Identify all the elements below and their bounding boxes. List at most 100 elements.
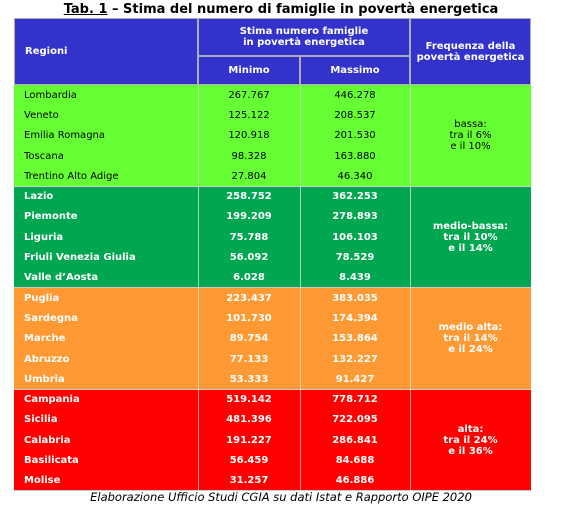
frequency-line: tra il 14%	[443, 333, 498, 345]
column-line	[198, 186, 199, 288]
frequency-line: e il 10%	[450, 141, 491, 153]
value-cell: 8.439	[339, 272, 371, 284]
value-cell: 481.396	[226, 414, 272, 426]
value-cell: 120.918	[228, 130, 270, 142]
header-estimate: Stima numero famiglie in povertà energeti…	[198, 18, 410, 56]
value-cell: 278.893	[332, 211, 378, 223]
value-cell: 53.333	[229, 373, 269, 385]
region-cell: Lombardia	[24, 89, 77, 101]
frequency-cell: alta: tra il 24% e il 36%	[410, 390, 531, 492]
value-cell: 163.880	[334, 150, 376, 162]
group-bg	[14, 85, 531, 187]
region-cell: Veneto	[24, 109, 59, 121]
value-cell: 56.092	[229, 252, 269, 264]
region-cell: Emilia Romagna	[24, 130, 106, 142]
region-cell: Valle d’Aosta	[24, 272, 99, 284]
column-line	[410, 288, 411, 390]
region-cell: Piemonte	[24, 211, 78, 223]
header-max: Massimo	[300, 56, 410, 85]
value-cell: 174.394	[332, 312, 378, 324]
value-cell: 77.133	[229, 353, 269, 365]
frequency-line: alta:	[457, 423, 484, 435]
value-cell: 223.437	[226, 292, 272, 304]
value-cell: 27.804	[231, 170, 267, 182]
column-line	[198, 85, 199, 187]
value-cell: 778.712	[332, 394, 378, 406]
region-cell: Friuli Venezia Giulia	[24, 252, 136, 264]
column-line	[198, 288, 199, 390]
frequency-cell: bassa: tra il 6% e il 10%	[410, 85, 531, 187]
frequency-line: e il 14%	[448, 242, 493, 254]
group-bg	[14, 186, 531, 288]
column-line	[300, 389, 301, 491]
value-cell: 519.142	[226, 394, 272, 406]
value-cell: 191.227	[226, 434, 272, 446]
region-cell: Basilicata	[24, 455, 79, 467]
region-cell: Lazio	[24, 191, 54, 203]
column-line	[410, 85, 411, 187]
region-cell: Campania	[24, 394, 80, 406]
value-cell: 446.278	[334, 89, 376, 101]
frequency-line: bassa:	[454, 119, 487, 131]
value-cell: 722.095	[332, 414, 378, 426]
frequency-cell: medio-bassa: tra il 10% e il 14%	[410, 187, 531, 289]
column-line	[300, 186, 301, 288]
frequency-line: tra il 24%	[443, 434, 498, 446]
region-cell: Calabria	[24, 434, 71, 446]
frequency-cell: medio alta: tra il 14% e il 24%	[410, 288, 531, 390]
frequency-line: e il 36%	[448, 445, 493, 457]
column-line	[198, 389, 199, 491]
column-line	[300, 288, 301, 390]
value-cell: 286.841	[332, 434, 378, 446]
footer: Elaborazione Ufficio Studi CGIA su dati …	[90, 490, 472, 504]
frequency-line: medio alta:	[438, 322, 503, 334]
value-cell: 46.886	[335, 475, 375, 487]
region-cell: Liguria	[24, 231, 64, 243]
region-cell: Sicilia	[24, 414, 58, 426]
header-estimate-line: in povertà energetica	[243, 37, 365, 48]
value-cell: 106.103	[332, 231, 378, 243]
value-cell: 31.257	[229, 475, 269, 487]
region-cell: Toscana	[24, 150, 64, 162]
header-frequency-line: Frequenza della	[425, 40, 516, 52]
header-frequency: Frequenza della povertà energetica	[410, 18, 531, 85]
value-cell: 362.253	[332, 191, 378, 203]
group-bg	[14, 288, 531, 390]
column-line	[410, 186, 411, 288]
region-cell: Sardegna	[24, 312, 78, 324]
value-cell: 84.688	[335, 455, 375, 467]
region-cell: Puglia	[24, 292, 60, 304]
value-cell: 383.035	[332, 292, 378, 304]
group-bg	[14, 389, 531, 491]
header-region: Regioni	[14, 18, 198, 85]
title-text: – Stima del numero di famiglie in povert…	[107, 2, 499, 17]
region-cell: Trentino Alto Adige	[24, 170, 119, 182]
region-cell: Marche	[24, 333, 66, 345]
value-cell: 153.864	[332, 333, 378, 345]
frequency-line: medio-bassa:	[432, 220, 509, 232]
frequency-line: e il 24%	[448, 344, 493, 356]
value-cell: 132.227	[332, 353, 378, 365]
value-cell: 78.529	[335, 252, 375, 264]
value-cell: 208.537	[334, 109, 376, 121]
column-line	[300, 85, 301, 187]
value-cell: 201.530	[334, 130, 376, 142]
region-cell: Abruzzo	[24, 353, 70, 365]
column-line	[410, 389, 411, 491]
value-cell: 89.754	[229, 333, 269, 345]
region-cell: Umbria	[24, 373, 65, 385]
value-cell: 98.328	[231, 150, 267, 162]
frequency-line: tra il 6%	[449, 130, 492, 142]
region-cell: Molise	[24, 475, 61, 487]
value-cell: 56.459	[229, 455, 269, 467]
value-cell: 125.122	[228, 109, 270, 121]
header-estimate-line: Stima numero famiglie	[239, 26, 369, 37]
value-cell: 46.340	[337, 170, 373, 182]
value-cell: 101.730	[226, 312, 272, 324]
title-prefix: Tab. 1	[63, 2, 108, 17]
header-min: Minimo	[198, 56, 300, 85]
value-cell: 6.028	[233, 272, 265, 284]
value-cell: 91.427	[335, 373, 375, 385]
frequency-line: tra il 10%	[443, 231, 498, 243]
